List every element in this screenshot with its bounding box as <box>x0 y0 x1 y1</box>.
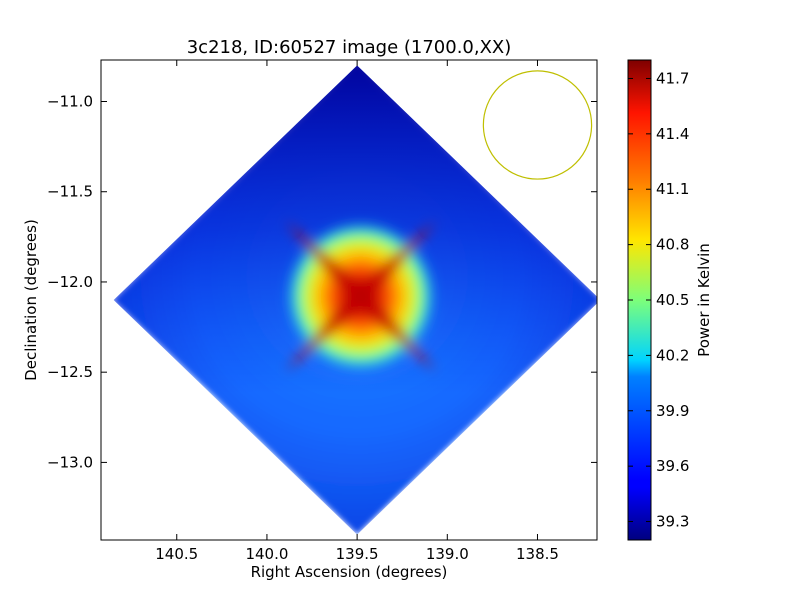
x-tick-label: 139.5 <box>336 545 379 563</box>
y-tick-label: −13.0 <box>47 453 93 471</box>
colorbar-tick-label: 40.2 <box>656 346 689 364</box>
y-axis-label: Declination (degrees) <box>22 219 40 381</box>
colorbar: 39.3 39.6 39.9 40.2 40.5 40.8 41.1 41.4 41.7 Pow… <box>627 59 713 541</box>
plot-area: 140.5 140.0 139.5 139.0 138.5 −11.0 −11.5 −12.… <box>47 59 598 563</box>
chart-title: 3c218, ID:60527 image (1700.0,XX) <box>187 37 512 58</box>
colorbar-tick-label: 41.4 <box>656 125 689 143</box>
x-tick-label: 140.0 <box>245 545 288 563</box>
y-axis-ticks: −11.0 −11.5 −12.0 −12.5 −13.0 <box>47 93 597 471</box>
beam-circle <box>482 70 593 180</box>
colorbar-tick-label: 41.1 <box>656 180 689 198</box>
colorbar-tick-label: 39.6 <box>656 457 689 475</box>
y-tick-label: −11.0 <box>47 93 93 111</box>
colorbar-tick-label: 39.3 <box>656 513 689 531</box>
x-axis-ticks: 140.5 140.0 139.5 139.0 138.5 <box>155 60 559 563</box>
x-axis-label: Right Ascension (degrees) <box>251 563 448 581</box>
colorbar-tick-label: 40.5 <box>656 291 689 309</box>
emission-peak <box>275 211 446 382</box>
colorbar-label: Power in Kelvin <box>695 243 713 357</box>
colorbar-tick-label: 40.8 <box>656 236 689 254</box>
x-tick-label: 138.5 <box>516 545 559 563</box>
colorbar-ticks: 39.3 39.6 39.9 40.2 40.5 40.8 41.1 41.4 41.7 <box>628 69 689 531</box>
x-tick-label: 139.0 <box>426 545 469 563</box>
plot-frame <box>100 59 598 541</box>
y-tick-label: −11.5 <box>47 183 93 201</box>
y-tick-label: −12.5 <box>47 363 93 381</box>
y-tick-label: −12.0 <box>47 273 93 291</box>
heatmap-layer <box>113 65 597 535</box>
x-tick-label: 140.5 <box>155 545 198 563</box>
colorbar-tick-label: 39.9 <box>656 402 689 420</box>
colorbar-tick-label: 41.7 <box>656 69 689 87</box>
peak-core <box>285 220 437 372</box>
